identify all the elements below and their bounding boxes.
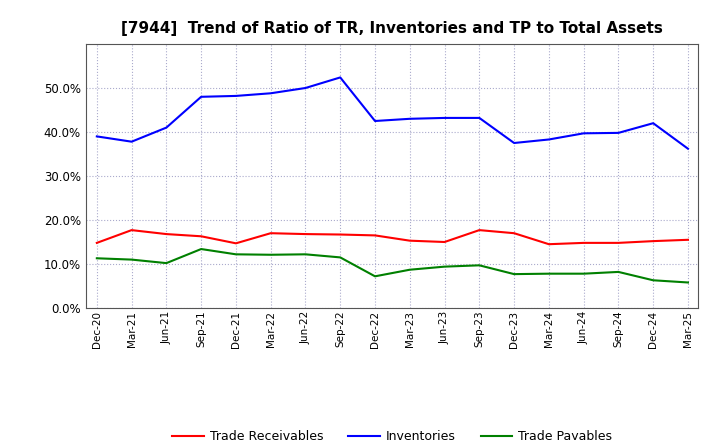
Trade Payables [684,280,693,285]
Line: Trade Payables: Trade Payables [96,249,688,282]
Inventories [580,131,588,136]
Trade Payables [580,271,588,276]
Trade Payables [232,252,240,257]
Inventories [649,121,657,126]
Trade Payables [440,264,449,269]
Line: Inventories: Inventories [96,77,688,149]
Inventories [440,115,449,121]
Inventories [475,115,484,121]
Trade Payables [301,252,310,257]
Trade Payables [649,278,657,283]
Trade Receivables [301,231,310,237]
Trade Payables [544,271,553,276]
Inventories [266,91,275,96]
Inventories [614,130,623,136]
Inventories [301,85,310,91]
Trade Receivables [580,240,588,246]
Inventories [684,146,693,151]
Trade Receivables [371,233,379,238]
Trade Receivables [162,231,171,237]
Trade Receivables [475,227,484,233]
Trade Payables [475,263,484,268]
Trade Receivables [266,231,275,236]
Trade Receivables [614,240,623,246]
Inventories [162,125,171,130]
Inventories [510,140,518,146]
Trade Payables [92,256,101,261]
Trade Payables [127,257,136,262]
Trade Receivables [684,237,693,242]
Trade Payables [336,255,345,260]
Inventories [197,94,205,99]
Trade Payables [614,269,623,275]
Trade Payables [510,271,518,277]
Inventories [371,118,379,124]
Line: Trade Receivables: Trade Receivables [96,230,688,244]
Trade Payables [162,260,171,266]
Legend: Trade Receivables, Inventories, Trade Payables: Trade Receivables, Inventories, Trade Pa… [168,425,617,440]
Trade Payables [266,252,275,257]
Trade Receivables [127,227,136,233]
Trade Receivables [405,238,414,243]
Trade Receivables [649,238,657,244]
Inventories [544,137,553,142]
Inventories [405,116,414,121]
Trade Receivables [440,239,449,245]
Trade Receivables [544,242,553,247]
Title: [7944]  Trend of Ratio of TR, Inventories and TP to Total Assets: [7944] Trend of Ratio of TR, Inventories… [122,21,663,36]
Trade Receivables [336,232,345,237]
Inventories [336,75,345,80]
Trade Receivables [510,231,518,236]
Trade Receivables [232,241,240,246]
Trade Payables [405,267,414,272]
Trade Payables [197,246,205,252]
Inventories [127,139,136,144]
Trade Receivables [197,234,205,239]
Inventories [232,93,240,99]
Trade Receivables [92,240,101,246]
Inventories [92,134,101,139]
Trade Payables [371,274,379,279]
